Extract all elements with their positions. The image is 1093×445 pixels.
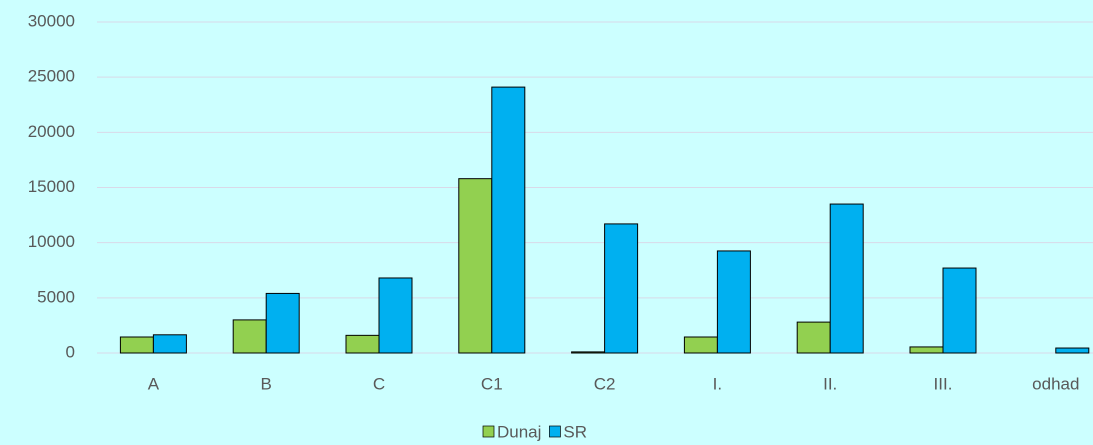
y-tick-label: 5000 <box>37 287 75 306</box>
bar <box>829 203 864 354</box>
x-tick-label: C2 <box>594 374 616 393</box>
bar <box>345 334 380 354</box>
bar <box>458 178 493 354</box>
x-tick-label: C1 <box>481 374 503 393</box>
legend-swatch <box>549 425 561 438</box>
x-tick-label: I. <box>713 374 722 393</box>
y-tick-label: 25000 <box>28 67 75 86</box>
bar <box>683 336 718 354</box>
y-tick-label: 10000 <box>28 232 75 251</box>
bar <box>265 292 300 354</box>
legend-label: SR <box>563 422 587 441</box>
bar <box>942 267 977 354</box>
bar <box>119 336 154 354</box>
x-tick-label: C <box>373 374 385 393</box>
x-tick-label: II. <box>823 374 837 393</box>
bar <box>232 319 267 354</box>
y-tick-label: 15000 <box>28 177 75 196</box>
bar <box>909 346 944 354</box>
bar <box>491 86 526 354</box>
y-tick-label: 0 <box>66 342 75 361</box>
bar <box>604 223 639 354</box>
bar <box>796 321 831 354</box>
x-tick-label: A <box>148 374 160 393</box>
legend-swatch <box>482 425 495 438</box>
x-tick-label: III. <box>934 374 953 393</box>
y-tick-label: 30000 <box>28 11 75 30</box>
bar <box>1055 347 1090 354</box>
x-tick-label: odhad <box>1032 374 1079 393</box>
legend-label: Dunaj <box>497 422 541 441</box>
bar <box>716 250 751 354</box>
bar <box>571 351 606 354</box>
x-tick-label: B <box>261 374 272 393</box>
bar <box>378 277 413 354</box>
bar <box>152 334 187 354</box>
y-tick-label: 20000 <box>28 122 75 141</box>
